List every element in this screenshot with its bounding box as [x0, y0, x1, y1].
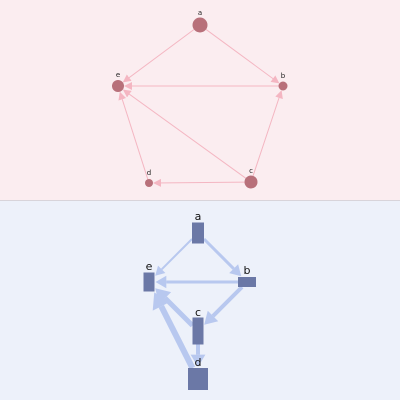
top-node-e[interactable]: [112, 80, 124, 92]
bottom-edge-b-e: [155, 275, 238, 289]
bottom-node-e[interactable]: [143, 272, 155, 292]
top-node-a[interactable]: [192, 17, 208, 33]
top-node-d[interactable]: [145, 179, 153, 187]
top-node-label-e: e: [116, 71, 120, 79]
top-graph-panel: [0, 0, 400, 200]
bottom-node-c[interactable]: [192, 317, 204, 345]
bottom-edge-a-b: [202, 237, 242, 277]
top-node-b[interactable]: [278, 81, 288, 91]
top-node-label-d: d: [147, 169, 151, 177]
bottom-edge-d-e: [152, 292, 196, 370]
top-edge-d-e: [118, 91, 149, 180]
top-node-label-b: b: [281, 72, 286, 80]
bottom-node-b[interactable]: [238, 277, 256, 287]
top-graph-edges: [118, 29, 283, 187]
top-graph-nodes: a b c d e: [112, 9, 288, 189]
top-edge-a-b: [205, 29, 280, 84]
bottom-node-label-d: d: [195, 356, 202, 369]
bottom-node-a[interactable]: [192, 222, 204, 244]
bottom-edge-a-e: [155, 238, 193, 276]
bottom-graph-edges: [152, 237, 244, 370]
top-edge-c-b: [252, 90, 283, 176]
top-edge-a-e: [122, 29, 195, 83]
top-node-label-a: a: [198, 9, 202, 17]
bottom-node-label-b: b: [244, 264, 251, 277]
bottom-node-label-c: c: [195, 306, 201, 319]
top-edge-c-e: [122, 89, 247, 179]
top-node-label-c: c: [249, 167, 253, 175]
top-node-c[interactable]: [244, 175, 258, 189]
bottom-node-label-a: a: [195, 210, 202, 223]
bottom-node-label-e: e: [146, 260, 153, 273]
bottom-node-d[interactable]: [188, 368, 208, 390]
panel-divider: [0, 200, 400, 201]
top-edge-c-d: [152, 178, 245, 187]
bottom-edge-c-d: [190, 344, 206, 367]
bottom-edge-b-c: [204, 285, 244, 325]
bottom-graph-nodes: a b c d e: [143, 210, 256, 390]
